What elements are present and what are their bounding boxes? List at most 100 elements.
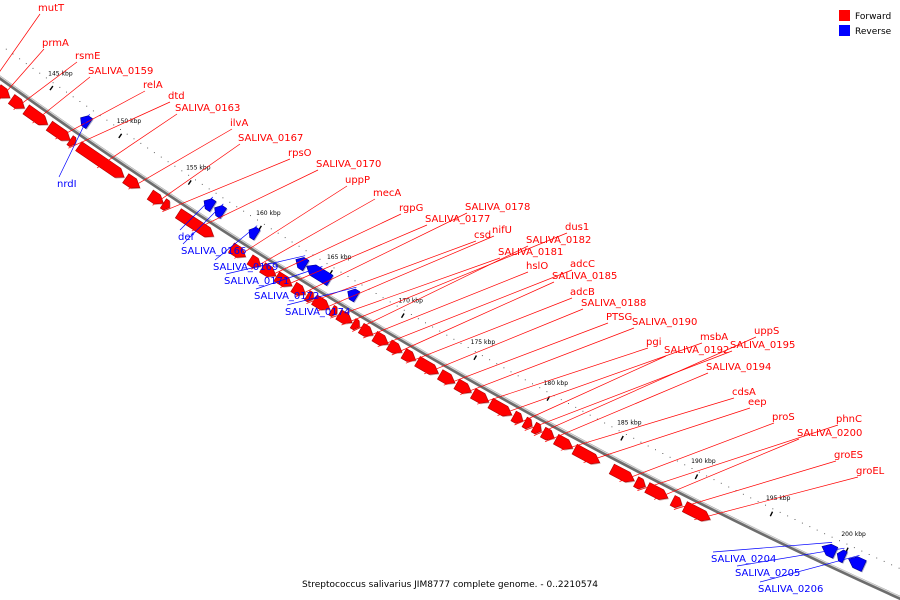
minor-tick [460,342,462,344]
gene-leader-line [363,271,529,339]
forward-gene-label: groES [834,450,863,461]
gene-leader-line [619,422,775,482]
minor-tick [883,560,885,562]
minor-tick [772,508,774,510]
forward-gene-arrow [371,330,389,346]
forward-gene-arrow [75,141,125,178]
minor-tick [333,267,335,269]
forward-gene-label: SALIVA_0192 [664,345,729,356]
gene-leader-line [152,143,241,206]
minor-tick [243,210,245,212]
minor-tick [801,522,803,524]
minor-tick [647,445,649,447]
minor-tick [439,330,441,332]
minor-tick [618,430,620,432]
minor-tick [160,156,162,158]
forward-gene-label: mutT [38,3,65,14]
minor-tick [326,263,328,265]
gene-leader-line [191,169,319,232]
gene-leader-line [341,232,568,326]
minor-tick [257,219,258,221]
gene-leader-line [306,240,477,304]
gene-leader-line [0,48,45,100]
reverse-gene-label: SALIVA_0166 [181,246,246,257]
minor-tick [99,115,101,117]
minor-tick [489,359,491,361]
forward-gene-arrow [311,294,331,311]
minor-tick [12,53,14,55]
tick-label: 195 kbp [766,495,791,502]
forward-gene-label: rpsO [288,148,312,159]
tick-label: 165 kbp [327,254,352,261]
minor-tick [876,557,878,559]
minor-tick [432,326,434,328]
minor-tick [728,486,730,488]
reverse-gene-arrow [848,556,867,572]
minor-tick [222,197,224,199]
minor-tick [816,529,818,531]
forward-gene-arrow [328,304,338,317]
minor-tick [347,276,349,277]
reverse-gene-arrow [821,543,839,559]
forward-gene-arrow [539,426,555,441]
minor-tick [403,309,405,311]
forward-gene-arrow [349,318,360,331]
minor-tick [215,192,217,194]
minor-tick [291,241,293,243]
gene-leader-line [712,542,833,553]
legend-reverse-swatch [839,25,850,36]
gene-leader-line [182,203,224,245]
forward-gene-label: rsmE [75,51,100,62]
minor-tick [5,48,7,50]
forward-gene-arrow [335,309,353,324]
minor-tick [839,540,840,542]
minor-tick [181,170,183,172]
gene-leader-line [179,196,214,231]
minor-tick [250,215,251,217]
reverse-gene-label: SALIVA_0174 [285,307,350,318]
major-tick [118,133,123,139]
reverse-gene-label: nrdI [57,179,77,190]
minor-tick [446,334,448,336]
minor-tick [188,174,190,176]
gene-leader-line [759,554,860,583]
minor-tick [742,493,744,495]
minor-tick [277,232,279,234]
minor-tick [284,237,286,239]
minor-tick [779,511,781,513]
minor-tick [39,72,41,74]
minor-tick [59,86,61,88]
tick-label: 170 kbp [398,297,423,304]
reverse-gene-label: SALIVA_0172 [254,291,319,302]
minor-tick [396,305,398,307]
minor-tick [846,543,848,545]
gene-leader-line [583,407,751,463]
minor-tick [305,250,307,252]
minor-tick [633,437,635,439]
legend: Forward Reverse [839,10,892,37]
major-ticks: 145 kbp 150 kbp 155 kbp 160 kbp 165 kbp 170 k… [48,70,866,553]
minor-tick [236,206,238,208]
forward-gene-arrow [414,356,439,375]
minor-tick [655,449,656,451]
minor-tick [669,456,671,458]
reverse-gene-label: SALIVA_0169 [213,262,278,273]
tick-label: 180 kbp [544,380,569,387]
reverse-gene-label: def [178,232,195,243]
forward-gene-label: SALIVA_0170 [316,159,381,170]
minor-tick [809,526,811,528]
minor-tick [340,271,342,273]
forward-gene-label: dtd [168,91,185,102]
minor-tick [596,418,598,420]
gene-leader-line [0,13,41,72]
minor-tick [375,293,377,294]
minor-tick [532,383,533,385]
minor-tick [72,96,74,98]
forward-gene-arrow [273,271,293,287]
minor-tick [496,363,498,365]
forward-gene-arrow [453,378,472,394]
minor-tick [539,387,541,389]
minor-tick [263,223,265,225]
minor-tick [720,482,722,484]
tick-label: 175 kbp [471,339,496,346]
